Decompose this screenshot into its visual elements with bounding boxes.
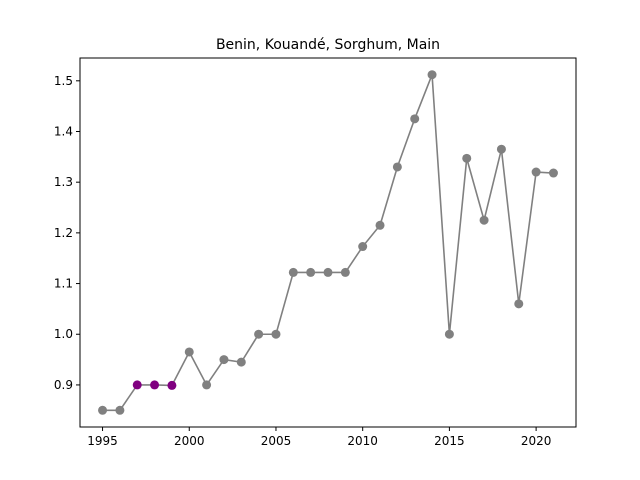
data-point bbox=[236, 357, 246, 367]
y-axis: 0.9 1.0 1.1 1.2 1.3 1.4 1.5 bbox=[54, 74, 80, 392]
chart-title: Benin, Kouandé, Sorghum, Main bbox=[216, 37, 440, 53]
data-point bbox=[375, 220, 385, 230]
y-tick-label: 0.9 bbox=[54, 378, 73, 392]
x-tick-label: 2020 bbox=[521, 434, 552, 448]
data-point bbox=[358, 242, 368, 252]
data-point bbox=[323, 267, 333, 277]
x-tick-label: 2015 bbox=[434, 434, 465, 448]
data-point bbox=[531, 167, 541, 177]
y-tick-label: 1.1 bbox=[54, 277, 73, 291]
data-point bbox=[288, 267, 298, 277]
x-tick-label: 2000 bbox=[174, 434, 205, 448]
data-point bbox=[254, 329, 264, 339]
highlighted-data-point bbox=[132, 380, 142, 390]
x-tick-label: 2010 bbox=[347, 434, 378, 448]
data-point bbox=[410, 114, 420, 124]
data-point bbox=[306, 267, 316, 277]
data-point bbox=[444, 329, 454, 339]
y-tick-label: 1.0 bbox=[54, 327, 73, 341]
series-markers bbox=[98, 70, 558, 415]
data-point bbox=[392, 162, 402, 172]
data-point bbox=[479, 215, 489, 225]
x-tick-label: 2005 bbox=[261, 434, 292, 448]
data-point bbox=[340, 267, 350, 277]
y-tick-label: 1.3 bbox=[54, 175, 73, 189]
x-axis: 1995 2000 2005 2010 2015 2020 bbox=[87, 427, 551, 448]
highlighted-data-point bbox=[150, 380, 160, 390]
data-point bbox=[202, 380, 212, 390]
data-point bbox=[496, 144, 506, 154]
data-point bbox=[115, 405, 125, 415]
x-tick-label: 1995 bbox=[87, 434, 118, 448]
data-point bbox=[271, 329, 281, 339]
y-tick-label: 1.5 bbox=[54, 74, 73, 88]
data-point bbox=[548, 168, 558, 178]
y-tick-label: 1.2 bbox=[54, 226, 73, 240]
plot-frame bbox=[79, 57, 577, 428]
data-point bbox=[219, 355, 229, 365]
y-tick-label: 1.4 bbox=[54, 124, 73, 138]
data-point bbox=[427, 70, 437, 80]
data-point bbox=[462, 153, 472, 163]
data-point bbox=[514, 299, 524, 309]
highlighted-data-point bbox=[167, 380, 177, 390]
plot-area bbox=[80, 58, 576, 427]
data-point bbox=[184, 347, 194, 357]
data-point bbox=[98, 405, 108, 415]
